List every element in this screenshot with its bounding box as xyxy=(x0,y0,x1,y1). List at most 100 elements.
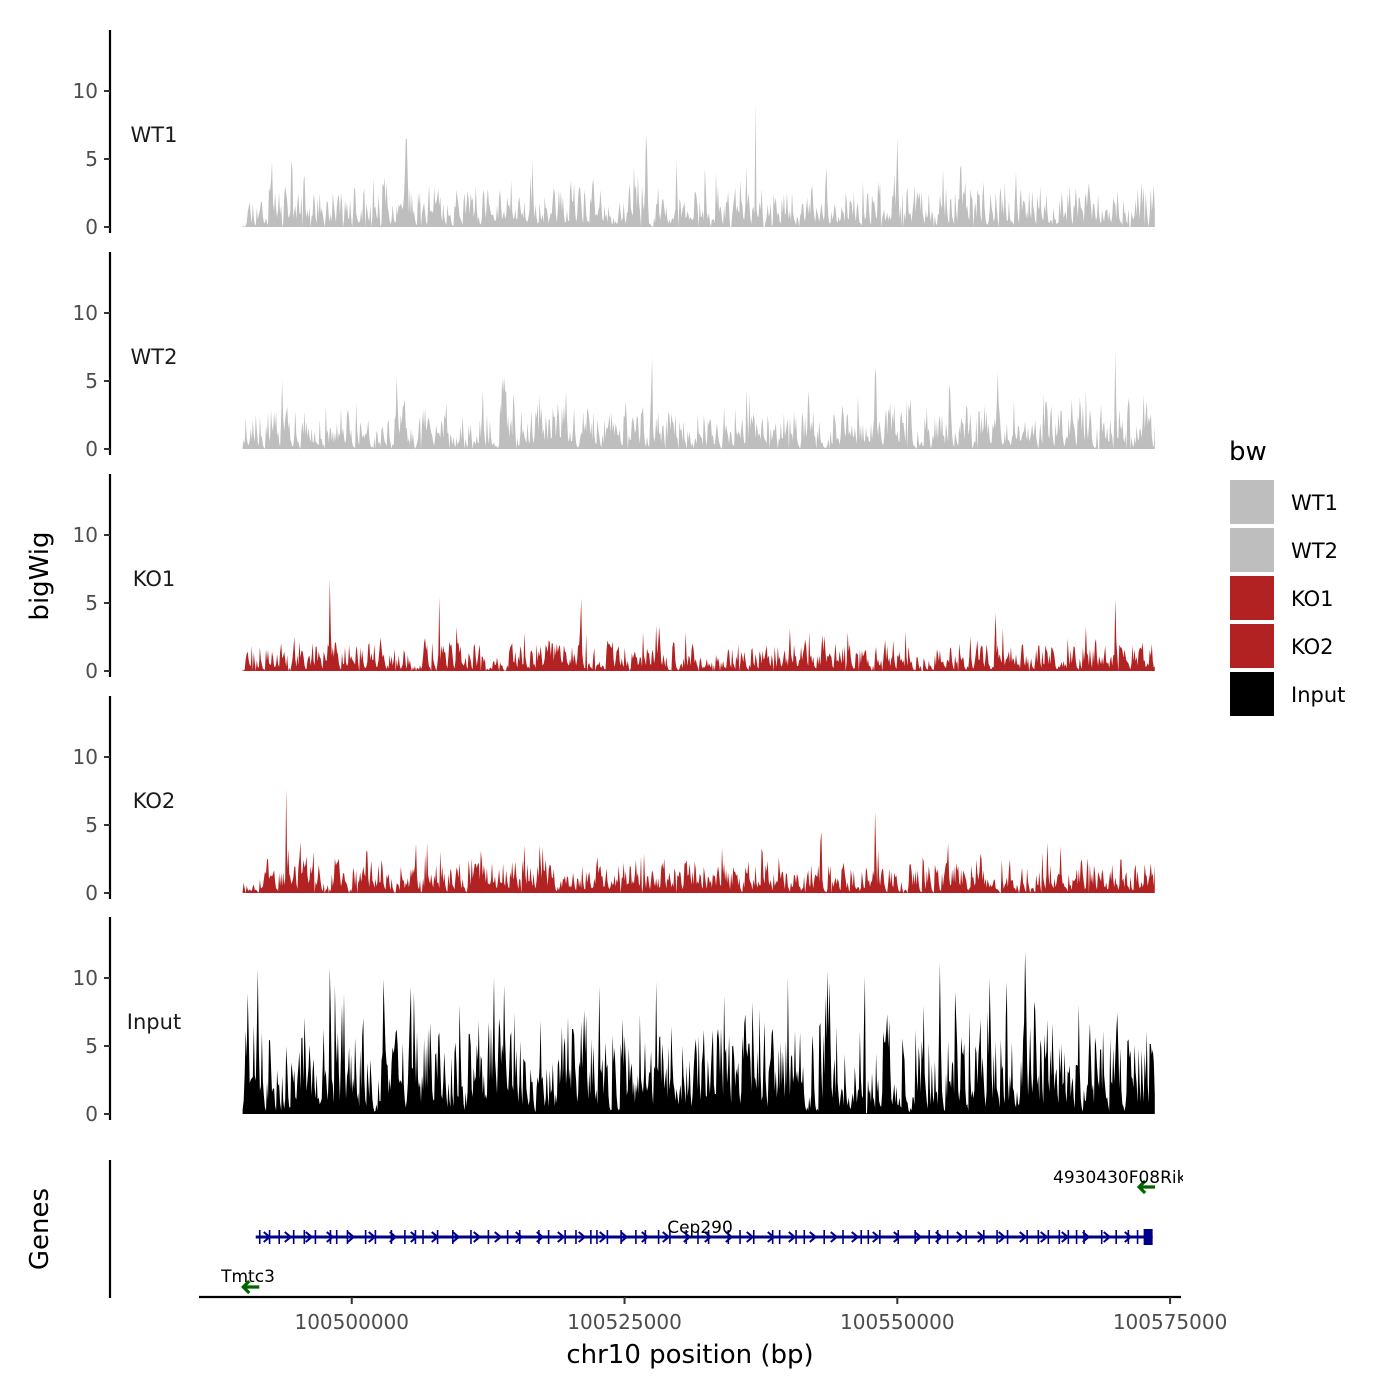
y-tick-label: 10 xyxy=(73,966,98,990)
strand-arrow xyxy=(641,1231,650,1243)
strand-arrow xyxy=(788,1231,797,1243)
strand-arrow xyxy=(578,1231,587,1243)
track-label: WT1 xyxy=(131,123,178,147)
strand-arrow xyxy=(410,1231,419,1243)
legend-swatch-wt2 xyxy=(1230,528,1274,572)
y-tick-label: 10 xyxy=(73,745,98,769)
coverage-area-ko2 xyxy=(242,788,1155,893)
strand-arrow xyxy=(620,1231,629,1243)
y-tick-label: 0 xyxy=(85,881,98,905)
legend-swatch-wt1 xyxy=(1230,480,1274,524)
strand-arrow xyxy=(662,1231,671,1243)
legend-label-ko2: KO2 xyxy=(1291,635,1334,659)
y-tick-label: 10 xyxy=(73,301,98,325)
strand-arrow xyxy=(683,1231,692,1243)
strand-arrow xyxy=(1103,1231,1112,1243)
genes-panel: Cep290 Tmtc3 4930430F08Rik xyxy=(108,1160,1187,1298)
strand-arrow xyxy=(1124,1231,1133,1243)
y-tick-label: 10 xyxy=(73,523,98,547)
track-label: KO2 xyxy=(133,789,176,813)
strand-arrow xyxy=(830,1231,839,1243)
y-tick-label: 5 xyxy=(85,813,98,837)
strand-arrow xyxy=(1019,1231,1028,1243)
y-tick-label: 5 xyxy=(85,1034,98,1058)
legend-swatch-input xyxy=(1230,672,1274,716)
strand-arrow xyxy=(725,1231,734,1243)
strand-arrow xyxy=(452,1231,461,1243)
track-ko1: 0 5 10 KO1 xyxy=(73,474,1155,683)
strand-arrow xyxy=(557,1231,566,1243)
y-tick-label: 0 xyxy=(85,659,98,683)
strand-arrow xyxy=(1040,1231,1049,1243)
gene-label: 4930430F08Rik xyxy=(1053,1168,1187,1188)
strand-arrow xyxy=(1136,1179,1156,1195)
y-tick-label: 5 xyxy=(85,147,98,171)
genes-axis-title: Genes xyxy=(25,1188,55,1270)
legend-title: bw xyxy=(1229,437,1267,467)
strand-arrow xyxy=(389,1231,398,1243)
gene-label: Tmtc3 xyxy=(220,1267,275,1287)
strand-arrow xyxy=(536,1231,545,1243)
legend-label-wt1: WT1 xyxy=(1291,491,1338,515)
y-tick-label: 0 xyxy=(85,1102,98,1126)
coverage-area-wt1 xyxy=(242,102,1155,227)
strand-arrow xyxy=(347,1231,356,1243)
strand-arrow xyxy=(851,1231,860,1243)
x-tick-label: 100550000 xyxy=(840,1310,955,1334)
x-axis: 100500000 100525000 100550000 100575000 xyxy=(199,1295,1228,1334)
strand-arrow xyxy=(767,1231,776,1243)
track-label: Input xyxy=(127,1010,181,1034)
legend-label-ko1: KO1 xyxy=(1291,587,1334,611)
strand-arrow xyxy=(368,1231,377,1243)
track-wt1: 0 5 10 WT1 xyxy=(73,30,1155,239)
strand-arrow xyxy=(305,1231,314,1243)
strand-arrow xyxy=(473,1231,482,1243)
strand-arrow xyxy=(241,1279,260,1295)
strand-arrow xyxy=(872,1231,881,1243)
strand-arrow xyxy=(809,1231,818,1243)
x-tick-label: 100500000 xyxy=(294,1310,409,1334)
strand-arrow xyxy=(704,1231,713,1243)
strand-arrow xyxy=(914,1231,923,1243)
y-tick-label: 0 xyxy=(85,215,98,239)
gene-label: Cep290 xyxy=(667,1218,733,1238)
strand-arrow xyxy=(284,1231,293,1243)
x-tick-label: 100575000 xyxy=(1113,1310,1228,1334)
legend-label-input: Input xyxy=(1291,683,1345,707)
y-tick-label: 10 xyxy=(73,79,98,103)
strand-arrow xyxy=(1061,1231,1070,1243)
gene-tmtc3: Tmtc3 xyxy=(220,1267,275,1295)
track-input: 0 5 10 Input xyxy=(73,917,1155,1126)
legend-swatch-ko2 xyxy=(1230,624,1274,668)
strand-arrow xyxy=(746,1231,755,1243)
y-tick-label: 5 xyxy=(85,591,98,615)
track-label: KO1 xyxy=(133,567,176,591)
track-ko2: 0 5 10 KO2 xyxy=(73,696,1155,905)
strand-arrow xyxy=(956,1231,965,1243)
strand-arrow xyxy=(935,1231,944,1243)
strand-arrow xyxy=(494,1231,503,1243)
x-axis-title: chr10 position (bp) xyxy=(566,1340,813,1370)
y-axis-title: bigWig xyxy=(25,531,55,620)
strand-arrow xyxy=(998,1231,1007,1243)
strand-arrow xyxy=(977,1231,986,1243)
track-label: WT2 xyxy=(131,345,178,369)
coverage-area-ko1 xyxy=(242,578,1155,671)
legend: bw WT1 WT2 KO1 KO2 Input xyxy=(1229,437,1345,716)
y-tick-label: 0 xyxy=(85,437,98,461)
legend-swatch-ko1 xyxy=(1230,576,1274,620)
coverage-area-input xyxy=(242,951,1155,1114)
track-wt2: 0 5 10 WT2 xyxy=(73,252,1155,461)
strand-arrow xyxy=(893,1231,902,1243)
strand-arrow xyxy=(515,1231,524,1243)
legend-label-wt2: WT2 xyxy=(1291,539,1338,563)
x-tick-label: 100525000 xyxy=(567,1310,682,1334)
strand-arrow xyxy=(263,1231,272,1243)
gene-4930430f08rik: 4930430F08Rik xyxy=(1053,1168,1187,1195)
strand-arrow xyxy=(431,1231,440,1243)
exon-block xyxy=(1143,1229,1153,1245)
coverage-tracks: 0 5 10 WT1 0 5 10 WT2 0 5 10 KO1 0 5 10 KO2 0 5 10 Input xyxy=(73,30,1155,1126)
coverage-area-wt2 xyxy=(242,350,1155,449)
y-tick-label: 5 xyxy=(85,369,98,393)
